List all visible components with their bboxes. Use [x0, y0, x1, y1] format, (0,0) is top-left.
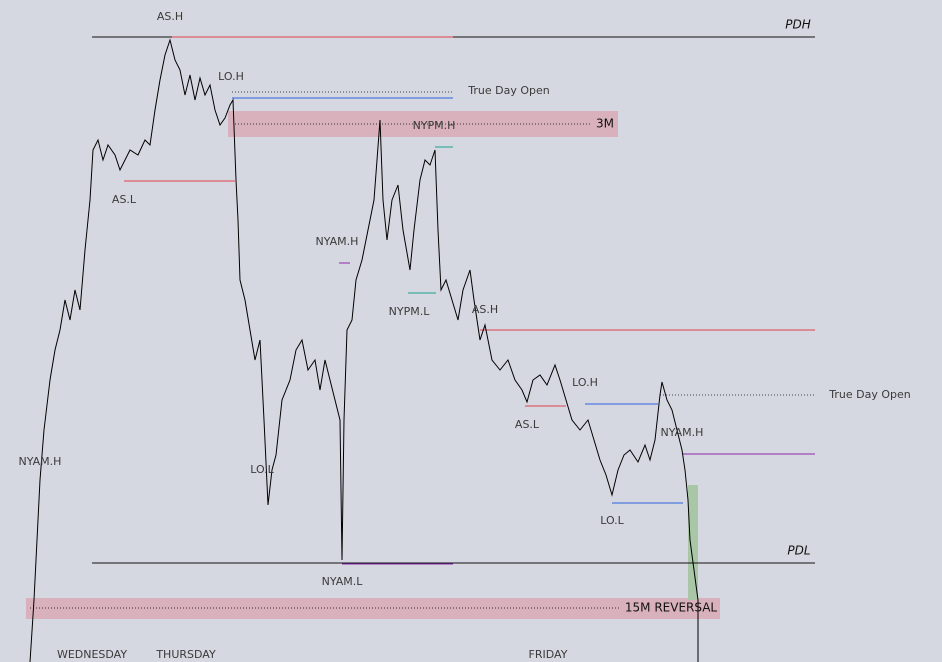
levels: [30, 36, 815, 609]
zone-label: 15M REVERSAL: [625, 601, 718, 615]
zone-label: 3M: [596, 117, 614, 131]
session-label: NYAM.H: [661, 426, 704, 439]
session-label: AS.L: [112, 193, 137, 206]
session-label: LO.H: [572, 376, 598, 389]
session-label: LO.L: [250, 463, 274, 476]
day-label: FRIDAY: [529, 648, 568, 661]
day-label: THURSDAY: [155, 648, 216, 661]
session-label: AS.L: [515, 418, 540, 431]
level-label: True Day Open: [828, 388, 910, 401]
session-label: AS.H: [157, 10, 183, 23]
price-trace: [29, 38, 699, 662]
level-label: PDH: [785, 18, 811, 32]
session-label: LO.L: [600, 514, 624, 527]
session-label: LO.H: [218, 70, 244, 83]
entry-box: [688, 485, 698, 600]
level-label: True Day Open: [467, 84, 549, 97]
session-label: NYAM.H: [19, 455, 62, 468]
session-label: NYPM.H: [413, 119, 456, 132]
level-label: PDL: [787, 544, 810, 558]
day-label: WEDNESDAY: [57, 648, 127, 661]
session-label: NYPM.L: [389, 305, 431, 318]
session-label: NYAM.H: [316, 235, 359, 248]
session-label: NYAM.L: [322, 575, 364, 588]
session-label: AS.H: [472, 303, 498, 316]
